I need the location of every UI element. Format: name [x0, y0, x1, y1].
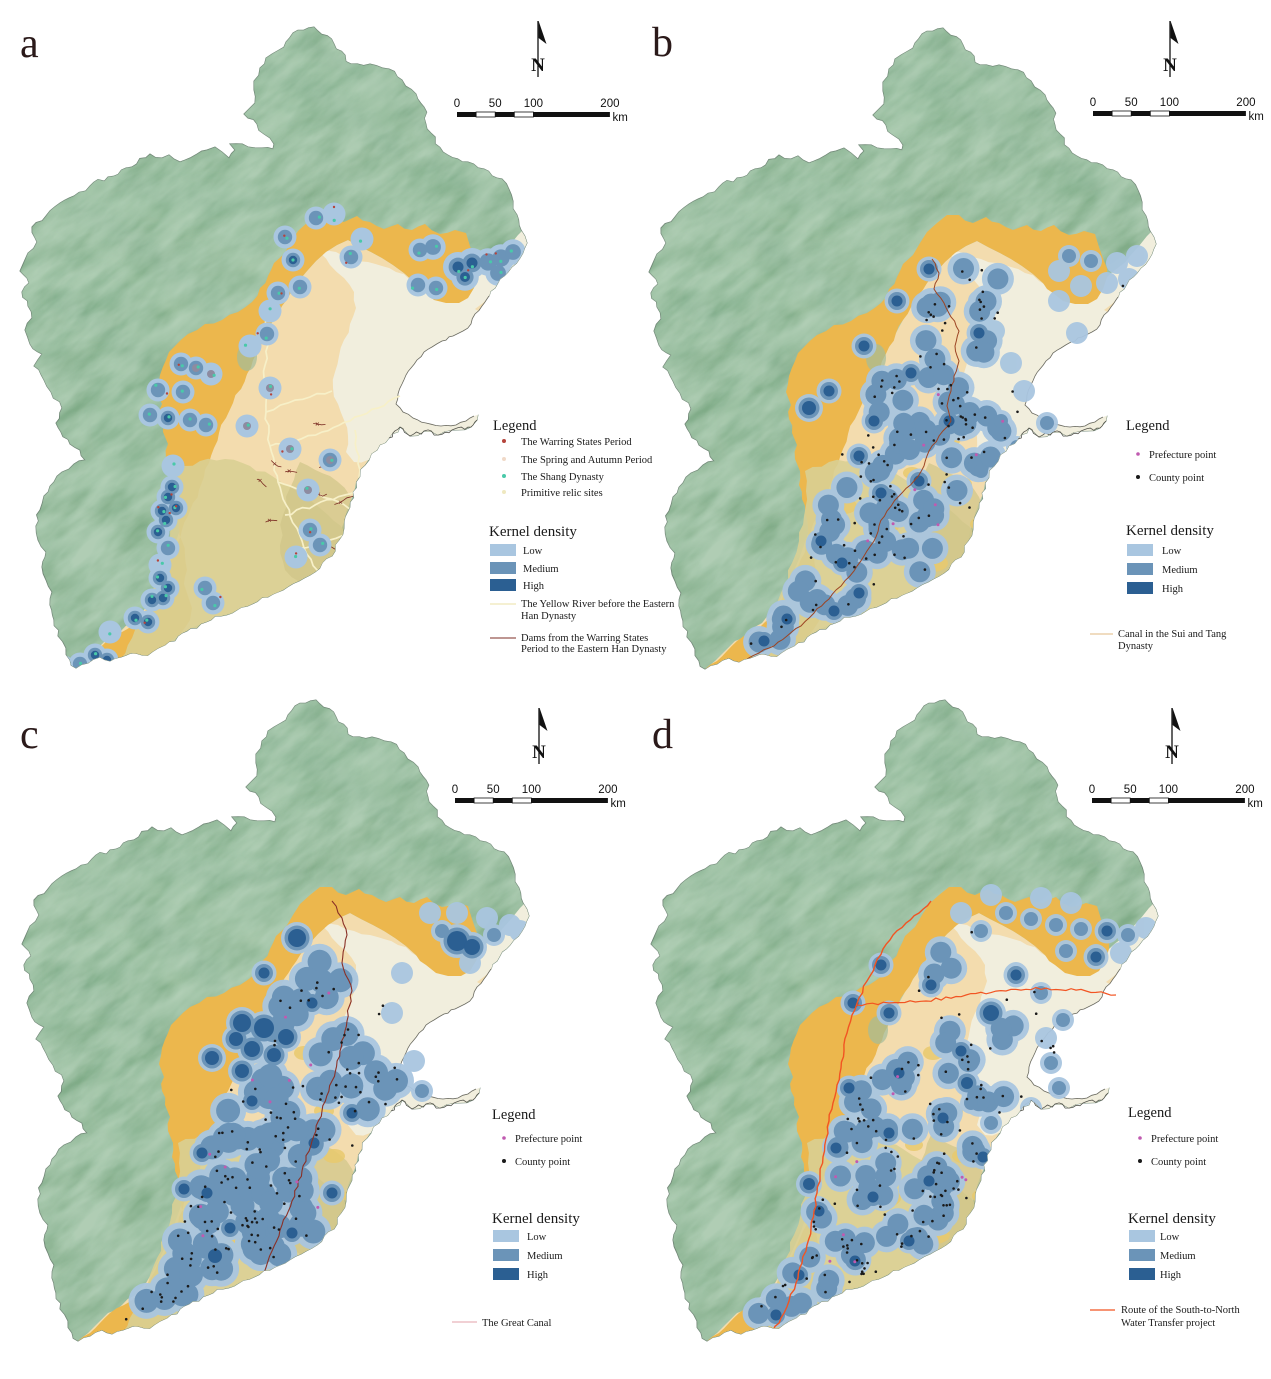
svg-text:Legend: Legend — [493, 418, 537, 434]
svg-text:County point: County point — [1151, 1157, 1206, 1168]
svg-text:Low: Low — [1160, 1232, 1180, 1243]
svg-text:Water Transfer project: Water Transfer project — [1121, 1318, 1215, 1329]
svg-text:The Great Canal: The Great Canal — [482, 1318, 551, 1329]
svg-text:Kernel density: Kernel density — [489, 524, 577, 540]
svg-text:County point: County point — [1149, 473, 1204, 484]
svg-text:Medium: Medium — [523, 564, 559, 575]
svg-text:Han Dynasty: Han Dynasty — [521, 611, 577, 622]
svg-text:The Yellow River before the Ea: The Yellow River before the Eastern — [521, 599, 675, 610]
svg-text:Dynasty: Dynasty — [1118, 641, 1154, 652]
svg-text:c: c — [20, 712, 39, 758]
svg-text:Kernel density: Kernel density — [1126, 523, 1214, 539]
svg-text:County point: County point — [515, 1157, 570, 1168]
svg-text:Low: Low — [1162, 546, 1182, 557]
svg-text:Dams from the Warring States: Dams from the Warring States — [521, 633, 648, 644]
svg-text:High: High — [523, 581, 545, 592]
svg-text:Legend: Legend — [492, 1107, 536, 1123]
svg-text:b: b — [652, 20, 673, 66]
svg-text:Medium: Medium — [1160, 1251, 1196, 1262]
svg-text:High: High — [1160, 1270, 1182, 1281]
svg-text:Prefecture point: Prefecture point — [1151, 1134, 1218, 1145]
svg-text:Legend: Legend — [1126, 418, 1170, 434]
svg-text:Period to the Eastern Han Dyna: Period to the Eastern Han Dynasty — [521, 644, 667, 655]
svg-text:Kernel density: Kernel density — [492, 1211, 580, 1227]
svg-text:Prefecture point: Prefecture point — [1149, 450, 1216, 461]
svg-text:Prefecture point: Prefecture point — [515, 1134, 582, 1145]
svg-text:Kernel density: Kernel density — [1128, 1211, 1216, 1227]
svg-text:Primitive relic sites: Primitive relic sites — [521, 488, 603, 499]
svg-text:d: d — [652, 712, 673, 758]
svg-text:The Spring and Autumn Period: The Spring and Autumn Period — [521, 455, 653, 466]
svg-text:Medium: Medium — [1162, 565, 1198, 576]
svg-text:Medium: Medium — [527, 1251, 563, 1262]
svg-text:Route of the South-to-North: Route of the South-to-North — [1121, 1305, 1240, 1316]
svg-text:Low: Low — [527, 1232, 547, 1243]
svg-text:High: High — [1162, 584, 1184, 595]
svg-text:Low: Low — [523, 546, 543, 557]
svg-text:The Warring States Period: The Warring States Period — [521, 437, 632, 448]
svg-text:Canal in the Sui and Tang: Canal in the Sui and Tang — [1118, 629, 1227, 640]
svg-text:Legend: Legend — [1128, 1105, 1172, 1121]
svg-text:The Shang Dynasty: The Shang Dynasty — [521, 472, 605, 483]
svg-text:High: High — [527, 1270, 549, 1281]
svg-text:a: a — [20, 21, 39, 67]
